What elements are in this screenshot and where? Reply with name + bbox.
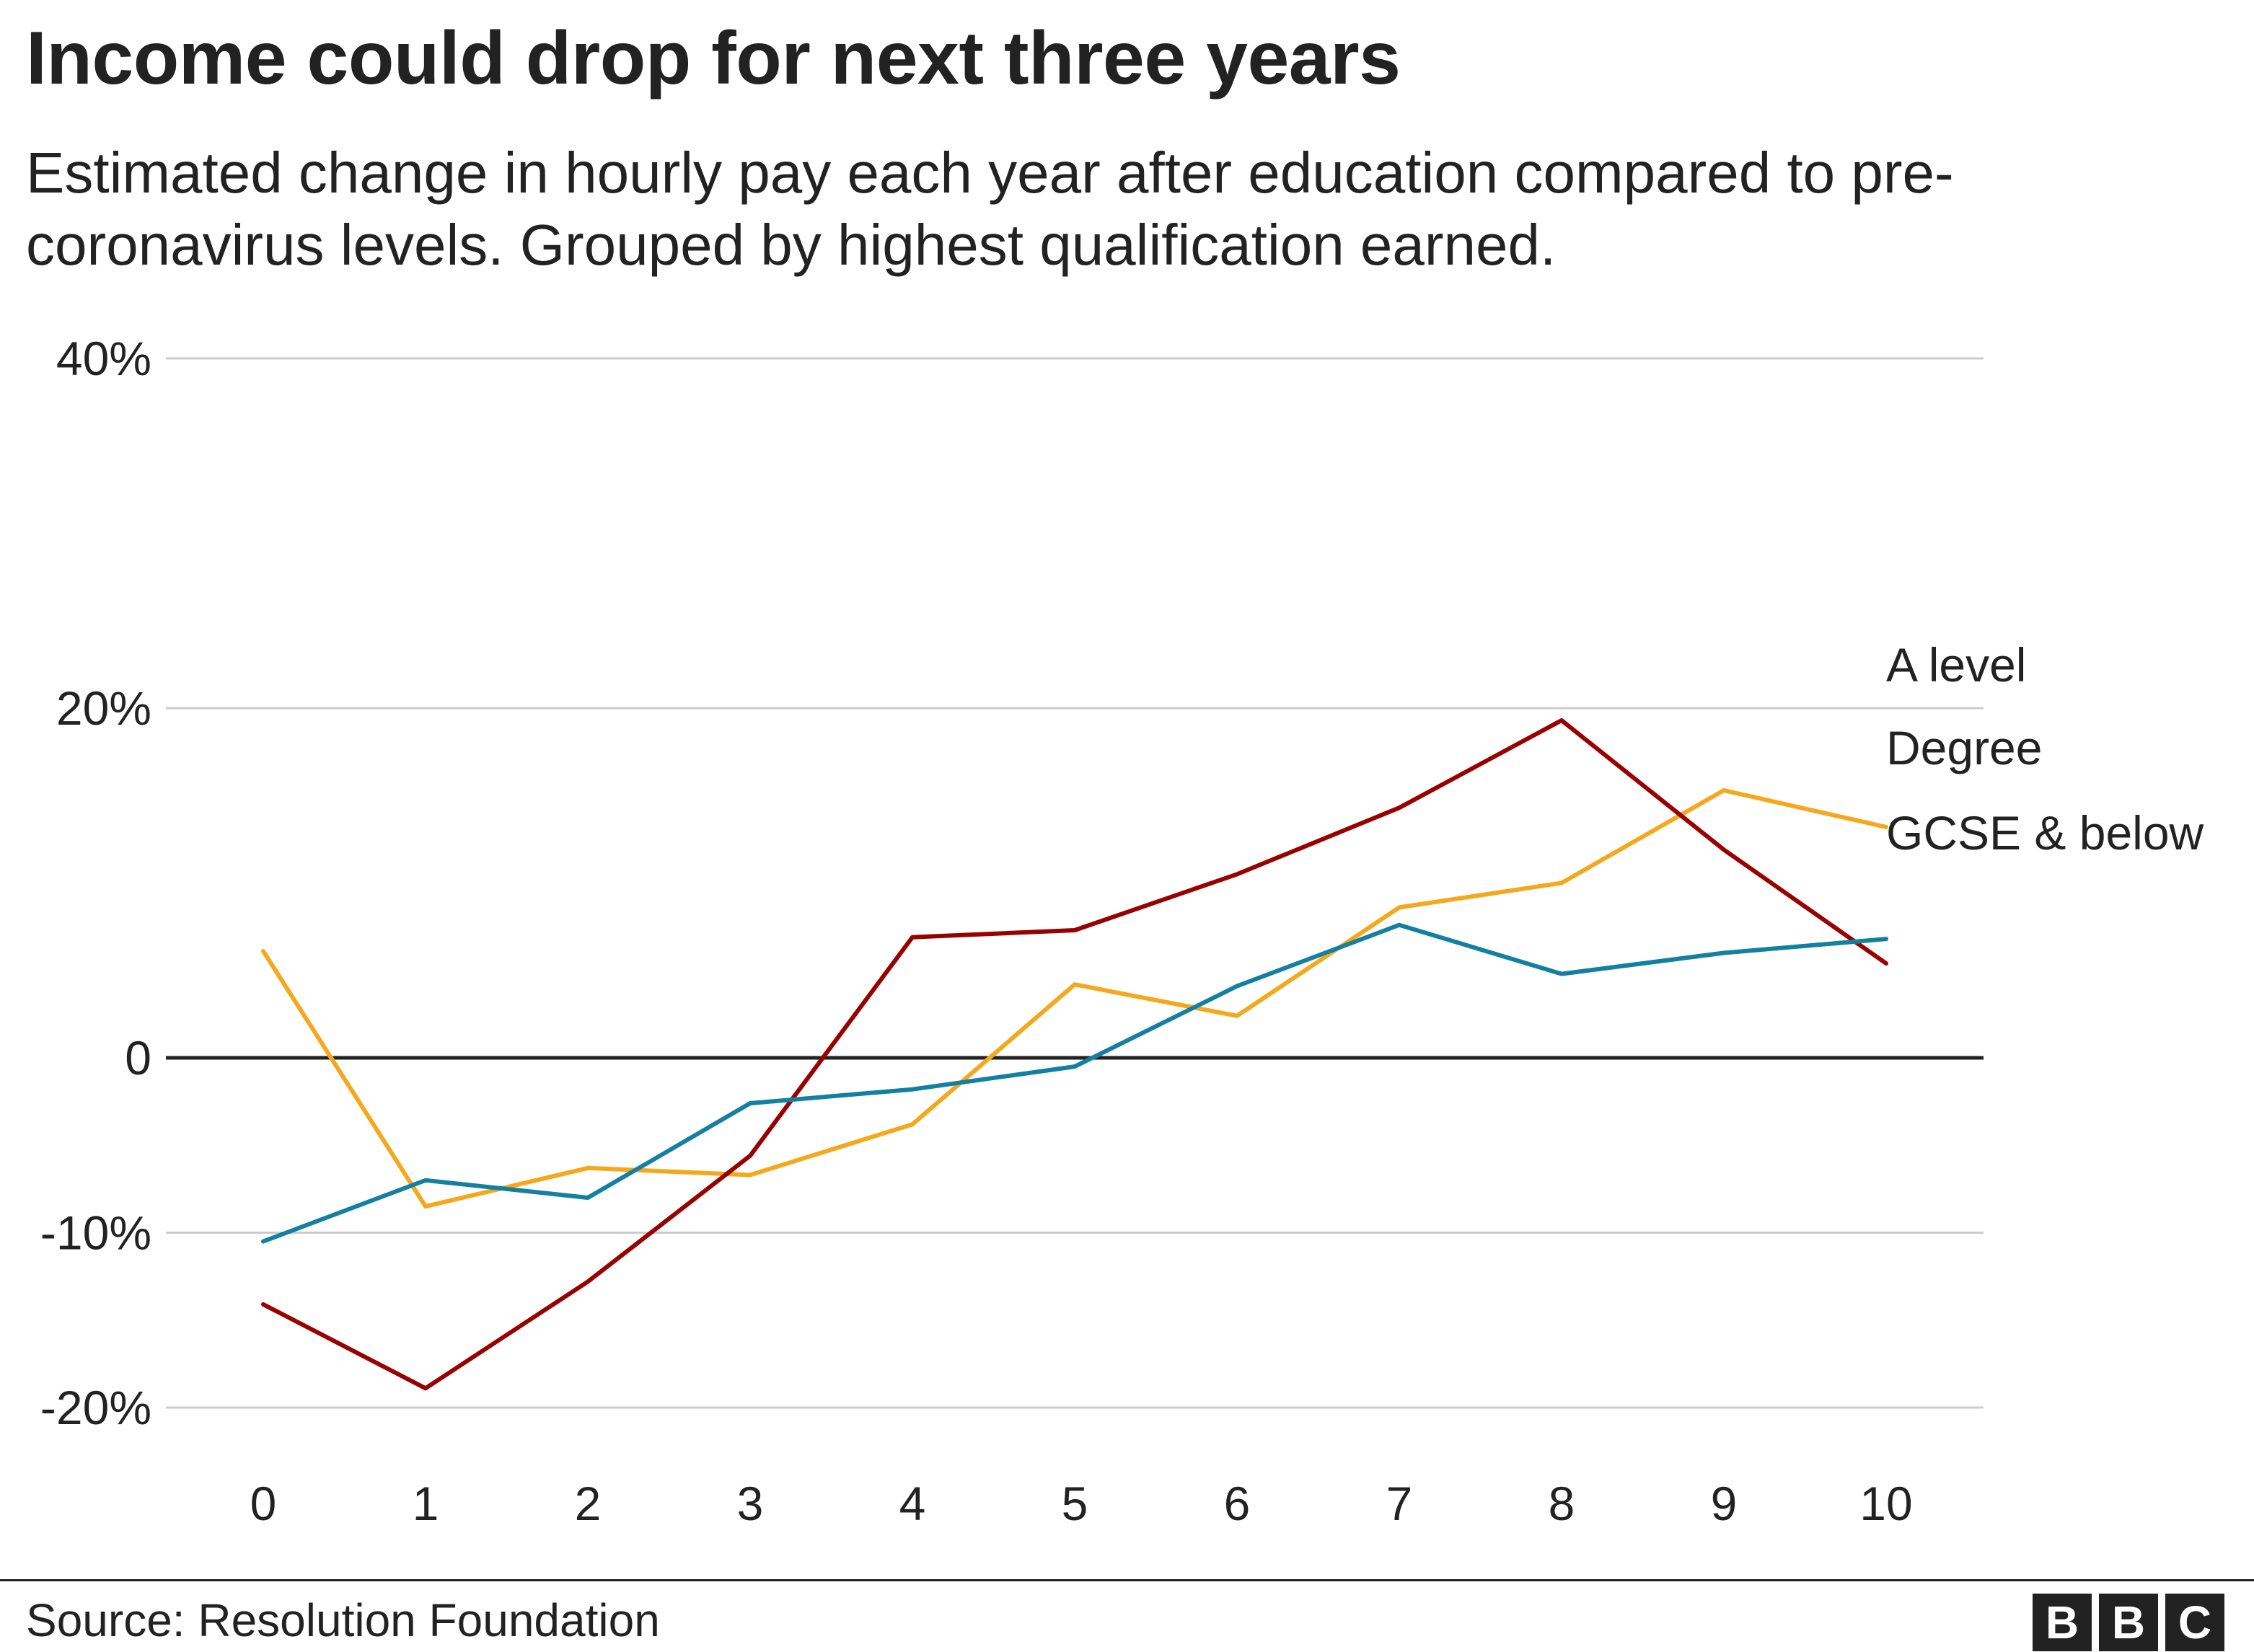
y-tick-label: 0 (125, 1031, 151, 1085)
y-tick-label: 20% (56, 681, 151, 735)
y-tick-label: 40% (56, 332, 151, 385)
gridlines (166, 357, 1984, 1409)
series-labels: A level Degree GCSE & below (1886, 638, 2204, 860)
x-tick-label: 9 (1711, 1477, 1738, 1530)
series-line-gcse-below (261, 922, 1888, 1244)
logo-letter: B (2033, 1594, 2092, 1651)
x-tick-label: 2 (575, 1477, 602, 1530)
series-line-a-level (261, 788, 1888, 1209)
series-label: Degree (1886, 721, 2042, 774)
x-tick-label: 1 (413, 1477, 439, 1530)
source-note: Source: Resolution Foundation (26, 1594, 660, 1646)
line-chart: 40% 20% 0 -10% -20% 0 1 2 3 4 5 6 7 8 9 10 A level Degr… (40, 332, 2204, 1530)
chart-subtitle: Estimated change in hourly pay each year… (26, 141, 1954, 277)
x-tick-label: 10 (1859, 1477, 1912, 1530)
x-tick-label: 8 (1549, 1477, 1575, 1530)
y-tick-label: -20% (40, 1381, 151, 1434)
x-tick-label: 4 (899, 1477, 926, 1530)
y-tick-label: -10% (40, 1206, 151, 1260)
series-line-degree (261, 718, 1888, 1391)
x-tick-label: 6 (1224, 1477, 1251, 1530)
x-tick-label: 3 (737, 1477, 764, 1530)
x-tick-label: 5 (1062, 1477, 1088, 1530)
x-tick-label: 7 (1386, 1477, 1413, 1530)
x-axis-ticks: 0 1 2 3 4 5 6 7 8 9 10 (250, 1477, 1913, 1530)
footer-divider (0, 1579, 2254, 1581)
series-label: GCSE & below (1886, 806, 2204, 860)
x-tick-label: 0 (250, 1477, 277, 1530)
logo-letter: C (2165, 1594, 2224, 1651)
series-lines (261, 718, 1888, 1391)
series-label: A level (1886, 638, 2026, 692)
chart-title: Income could drop for next three years (26, 17, 1401, 100)
bbc-logo: B B C (2033, 1594, 2224, 1651)
y-axis-ticks: 40% 20% 0 -10% -20% (40, 332, 151, 1434)
logo-letter: B (2099, 1594, 2158, 1651)
